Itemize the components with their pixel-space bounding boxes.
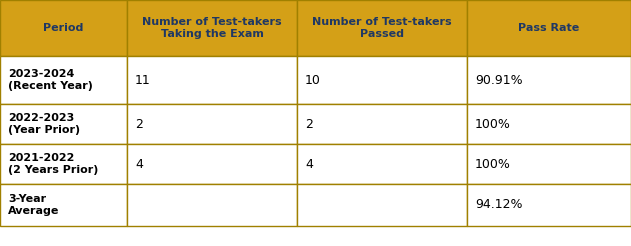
Bar — [467, 104, 631, 144]
Text: Number of Test-takers
Passed: Number of Test-takers Passed — [312, 17, 452, 39]
Bar — [297, 0, 467, 56]
Bar — [0, 184, 127, 226]
Bar — [127, 184, 297, 226]
Bar — [127, 0, 297, 56]
Text: 11: 11 — [135, 74, 151, 87]
Bar — [297, 56, 467, 104]
Text: 94.12%: 94.12% — [475, 199, 522, 212]
Bar — [0, 104, 127, 144]
Bar — [297, 104, 467, 144]
Bar — [0, 0, 127, 56]
Bar — [297, 184, 467, 226]
Text: 2: 2 — [305, 118, 313, 130]
Bar — [467, 144, 631, 184]
Bar — [467, 184, 631, 226]
Bar — [297, 144, 467, 184]
Bar — [0, 144, 127, 184]
Bar — [467, 56, 631, 104]
Bar — [127, 56, 297, 104]
Text: 90.91%: 90.91% — [475, 74, 522, 87]
Text: 2021-2022
(2 Years Prior): 2021-2022 (2 Years Prior) — [8, 153, 98, 175]
Text: 100%: 100% — [475, 157, 511, 170]
Text: Period: Period — [44, 23, 84, 33]
Text: 4: 4 — [305, 157, 313, 170]
Bar — [127, 144, 297, 184]
Text: 2: 2 — [135, 118, 143, 130]
Text: Number of Test-takers
Taking the Exam: Number of Test-takers Taking the Exam — [142, 17, 282, 39]
Text: 2022-2023
(Year Prior): 2022-2023 (Year Prior) — [8, 113, 80, 135]
Text: 100%: 100% — [475, 118, 511, 130]
Bar — [467, 0, 631, 56]
Text: 4: 4 — [135, 157, 143, 170]
Text: 3-Year
Average: 3-Year Average — [8, 194, 59, 216]
Bar — [127, 104, 297, 144]
Bar — [0, 56, 127, 104]
Text: Pass Rate: Pass Rate — [519, 23, 580, 33]
Text: 2023-2024
(Recent Year): 2023-2024 (Recent Year) — [8, 69, 93, 91]
Text: 10: 10 — [305, 74, 321, 87]
